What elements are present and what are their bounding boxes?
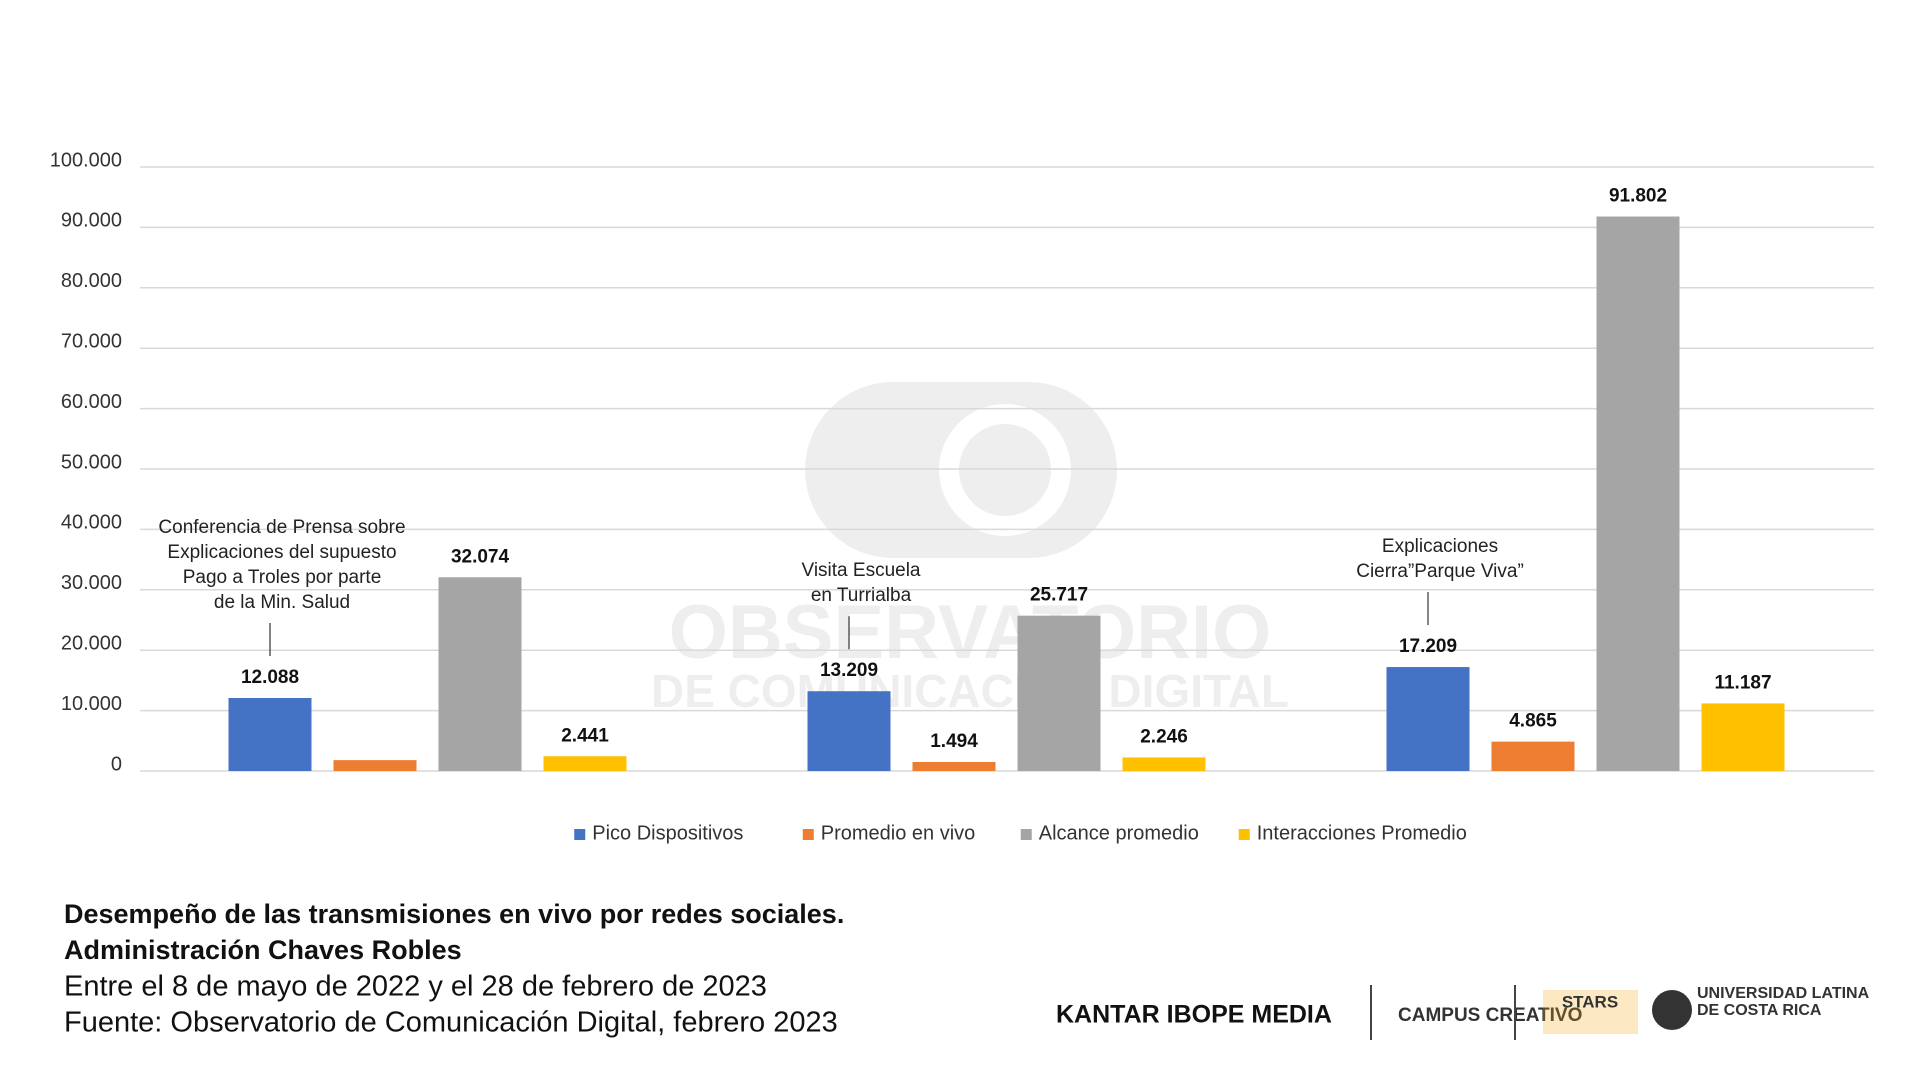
- category-label: Pago a Troles por parte: [183, 567, 382, 588]
- value-label: 11.187: [1714, 672, 1771, 693]
- value-label: 25.717: [1030, 585, 1088, 606]
- watermark-text: DE COMUNICACIÓN DIGITAL: [651, 665, 1289, 717]
- legend-swatch: [1020, 829, 1032, 840]
- bar: [228, 697, 312, 771]
- footer-subtitle: Entre el 8 de mayo de 2022 y el 28 de fe…: [64, 971, 767, 1003]
- logo: KANTAR IBOPE MEDIA: [1056, 1001, 1332, 1029]
- value-label: 12.088: [241, 667, 299, 688]
- bar: [438, 577, 522, 771]
- watermark-shape: [959, 424, 1051, 516]
- value-label: 32.074: [451, 546, 510, 567]
- legend-swatch: [802, 829, 814, 840]
- legend-swatch: [574, 829, 586, 840]
- logo: UNIVERSIDAD LATINA: [1697, 985, 1870, 1002]
- legend-label: Alcance promedio: [1039, 822, 1199, 844]
- bar: [1491, 741, 1575, 771]
- bar: [1701, 703, 1785, 771]
- logo: STARS: [1562, 992, 1618, 1011]
- value-label: 91.802: [1609, 186, 1667, 207]
- bar: [807, 691, 891, 771]
- value-label: 13.209: [820, 660, 878, 681]
- y-tick-label: 10.000: [61, 693, 122, 715]
- bar: [1017, 615, 1101, 771]
- value-label: 2.441: [561, 725, 609, 746]
- y-tick-label: 30.000: [61, 572, 122, 594]
- category-label: Explicaciones del supuesto: [167, 542, 396, 563]
- category-label: en Turrialba: [811, 585, 912, 606]
- category-label: de la Min. Salud: [214, 592, 350, 613]
- legend-label: Pico Dispositivos: [592, 822, 743, 844]
- y-tick-label: 100.000: [50, 149, 122, 171]
- legend-label: Promedio en vivo: [821, 822, 976, 844]
- logo: CAMPUS CREATIVO: [1398, 1005, 1582, 1026]
- legend-label: Interacciones Promedio: [1257, 822, 1467, 844]
- category-label: Visita Escuela: [802, 560, 921, 581]
- bar: [1386, 667, 1470, 771]
- watermark: OBSERVATORIO DE COMUNICACIÓN DIGITAL: [651, 382, 1289, 717]
- footer-subtitle: Fuente: Observatorio de Comunicación Dig…: [64, 1007, 838, 1039]
- plot: 0 10.000 20.000 30.000 40.000 50.000 60.000 70.…: [50, 149, 1874, 844]
- bar: [543, 756, 627, 771]
- category-label: Explicaciones: [1382, 536, 1498, 557]
- bar: [1122, 757, 1206, 771]
- footer-title: Administración Chaves Robles: [64, 935, 462, 965]
- y-tick-label: 90.000: [61, 210, 122, 232]
- logo-box: [1543, 990, 1638, 1034]
- bar: [1596, 216, 1680, 771]
- y-tick-label: 20.000: [61, 632, 122, 654]
- value-label: 1.494: [930, 731, 978, 752]
- bar: [333, 760, 417, 771]
- logo: DE COSTA RICA: [1697, 1002, 1822, 1019]
- y-tick-label: 50.000: [61, 451, 122, 473]
- legend-swatch: [1238, 829, 1250, 840]
- y-tick-label: 80.000: [61, 270, 122, 292]
- value-label: 17.209: [1399, 636, 1457, 657]
- category-label: Cierra”Parque Viva”: [1356, 561, 1524, 582]
- y-tick-label: 0: [111, 753, 122, 775]
- watermark-shape: [805, 382, 1117, 558]
- watermark-shape: [939, 404, 1071, 536]
- value-label: 4.865: [1509, 711, 1557, 732]
- value-label: 2.246: [1140, 726, 1188, 747]
- category-label: Conferencia de Prensa sobre: [158, 517, 405, 538]
- y-tick-label: 40.000: [61, 512, 122, 534]
- watermark-text: OBSERVATORIO: [669, 590, 1271, 675]
- y-tick-label: 60.000: [61, 391, 122, 413]
- footer-title: Desempeño de las transmisiones en vivo p…: [64, 899, 844, 929]
- bar: [912, 761, 996, 771]
- logo-globe: [1652, 990, 1692, 1030]
- y-tick-label: 70.000: [61, 330, 122, 352]
